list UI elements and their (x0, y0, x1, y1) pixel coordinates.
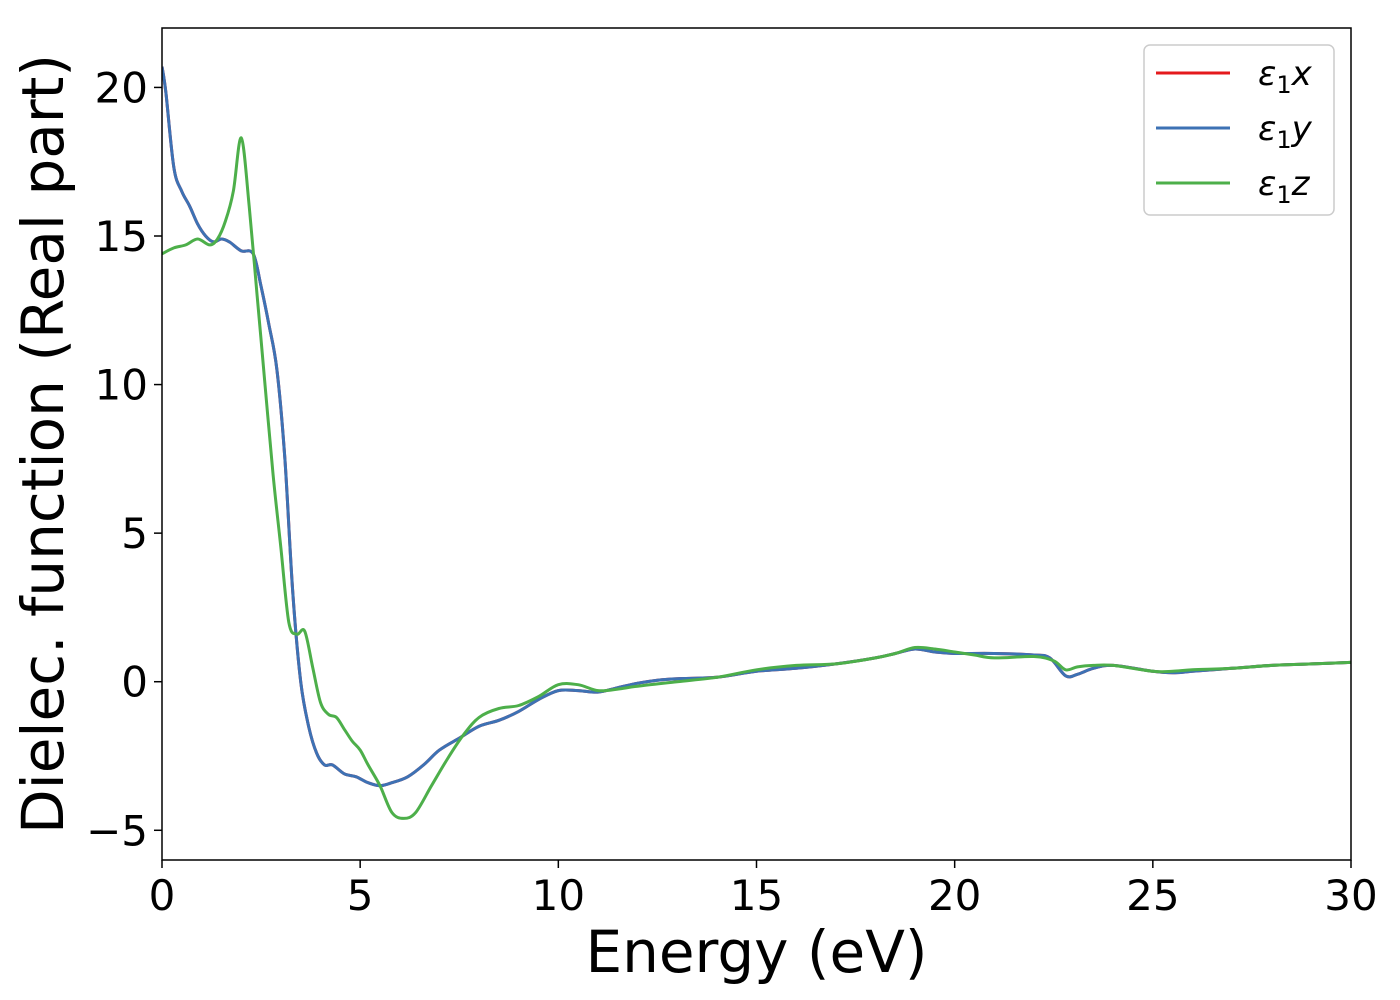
y-tick-label: 0 (121, 658, 148, 707)
legend: ε1x ε1y ε1z (1143, 44, 1335, 216)
y-tick-label: −5 (86, 806, 148, 855)
y-tick-label: 10 (95, 361, 148, 410)
x-axis-label: Energy (eV) (585, 918, 927, 986)
x-tick-label: 0 (149, 871, 176, 920)
legend-label-x: ε1x (1258, 54, 1313, 99)
x-tick-label: 25 (1126, 871, 1179, 920)
legend-label-z: ε1z (1258, 164, 1311, 209)
series-layer (162, 66, 1351, 820)
legend-label-y: ε1y (1258, 109, 1313, 154)
x-axis-ticks: 0 5 10 15 20 25 30 (149, 860, 1378, 920)
x-tick-label: 10 (532, 871, 585, 920)
series-line-z (162, 136, 1351, 820)
y-tick-label: 5 (121, 509, 148, 558)
y-tick-label: 15 (95, 212, 148, 261)
legend-box (1143, 44, 1335, 216)
x-tick-label: 30 (1324, 871, 1377, 920)
y-axis-label: Dielec. function (Real part) (9, 54, 77, 834)
x-tick-label: 15 (730, 871, 783, 920)
y-axis-ticks: −5 0 5 10 15 20 (86, 63, 162, 855)
y-tick-label: 20 (95, 63, 148, 112)
x-tick-label: 5 (347, 871, 374, 920)
x-tick-label: 20 (928, 871, 981, 920)
